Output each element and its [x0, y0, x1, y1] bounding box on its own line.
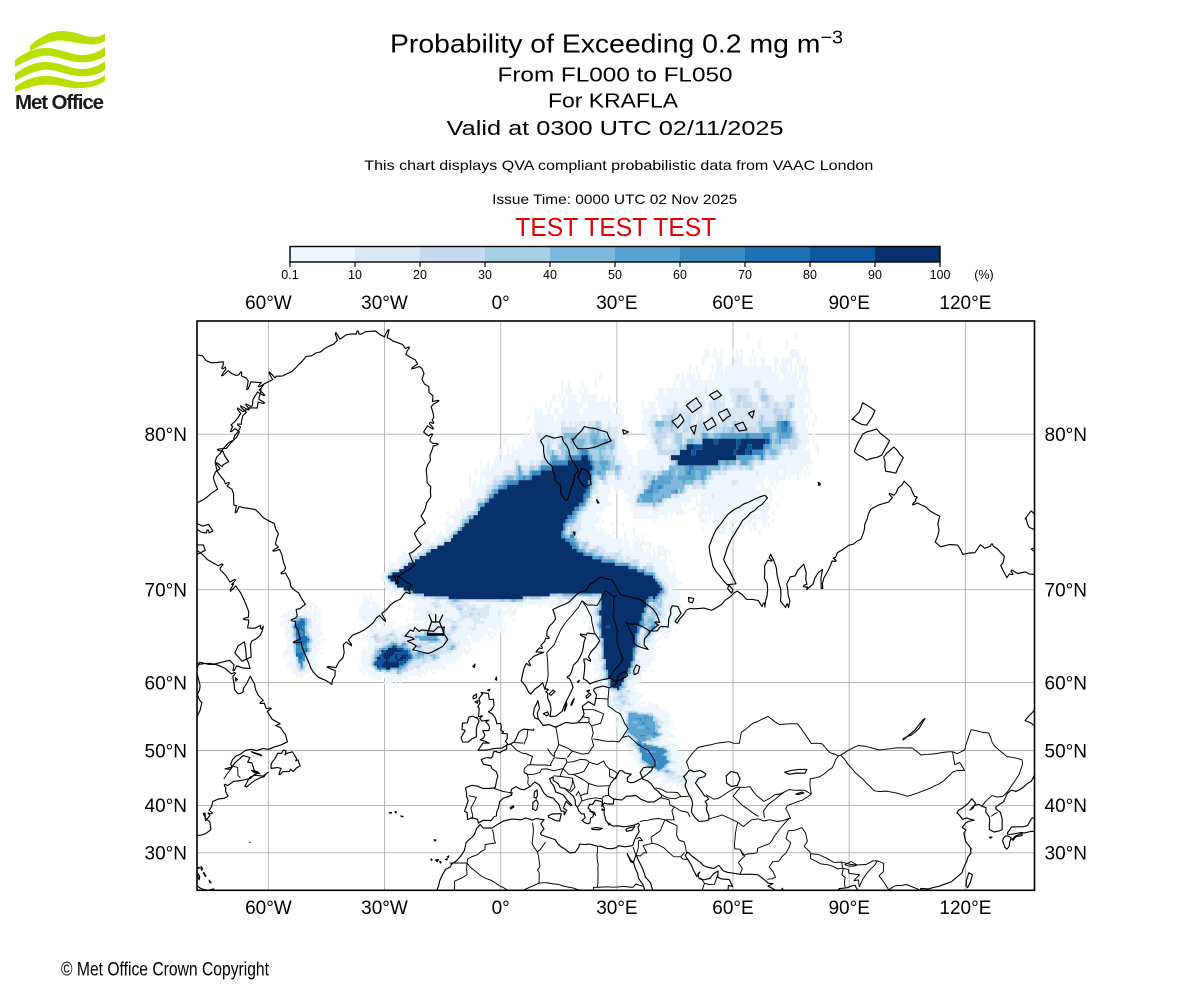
svg-text:100: 100 [930, 268, 951, 282]
svg-text:80°N: 80°N [1045, 425, 1087, 446]
svg-text:60°W: 60°W [245, 898, 292, 919]
svg-text:30°N: 30°N [145, 844, 187, 865]
svg-text:70°N: 70°N [1045, 581, 1087, 602]
svg-text:60°E: 60°E [712, 898, 753, 919]
svg-text:© Met Office Crown Copyright: © Met Office Crown Copyright [61, 960, 270, 981]
svg-text:70°N: 70°N [145, 581, 187, 602]
svg-text:30°E: 30°E [596, 898, 637, 919]
svg-text:120°E: 120°E [939, 293, 991, 314]
svg-text:80°N: 80°N [145, 425, 187, 446]
svg-text:30°W: 30°W [361, 898, 408, 919]
svg-text:80: 80 [803, 268, 817, 282]
svg-text:From FL000 to FL050: From FL000 to FL050 [498, 65, 733, 87]
svg-text:90°E: 90°E [828, 898, 869, 919]
svg-text:(%): (%) [974, 268, 993, 282]
svg-text:Met Office: Met Office [15, 91, 104, 114]
svg-text:40°N: 40°N [1045, 796, 1087, 817]
svg-text:50: 50 [608, 268, 622, 282]
svg-text:40: 40 [543, 268, 557, 282]
svg-text:50°N: 50°N [145, 741, 187, 762]
svg-text:120°E: 120°E [939, 898, 991, 919]
svg-text:TEST TEST TEST: TEST TEST TEST [515, 212, 716, 242]
svg-text:10: 10 [348, 268, 362, 282]
svg-text:0°: 0° [492, 293, 510, 314]
svg-text:30°W: 30°W [361, 293, 408, 314]
svg-text:30°N: 30°N [1045, 844, 1087, 865]
svg-text:90°E: 90°E [828, 293, 869, 314]
svg-text:Probability of Exceeding 0.2 m: Probability of Exceeding 0.2 mg m −3 [390, 28, 843, 59]
svg-text:70: 70 [738, 268, 752, 282]
svg-text:20: 20 [413, 268, 427, 282]
svg-text:30: 30 [478, 268, 492, 282]
svg-text:50°N: 50°N [1045, 741, 1087, 762]
svg-text:0°: 0° [492, 898, 510, 919]
svg-text:60: 60 [673, 268, 687, 282]
svg-text:60°E: 60°E [712, 293, 753, 314]
svg-text:30°E: 30°E [596, 293, 637, 314]
svg-text:60°N: 60°N [1045, 673, 1087, 694]
svg-text:40°N: 40°N [145, 796, 187, 817]
svg-text:This chart displays QVA compli: This chart displays QVA compliant probab… [364, 157, 873, 173]
svg-text:60°N: 60°N [145, 673, 187, 694]
svg-text:90: 90 [868, 268, 882, 282]
svg-text:0.1: 0.1 [281, 268, 298, 282]
svg-text:Issue Time: 0000 UTC 02 Nov 20: Issue Time: 0000 UTC 02 Nov 2025 [492, 191, 737, 207]
svg-text:60°W: 60°W [245, 293, 292, 314]
svg-text:Valid at 0300 UTC 02/11/2025: Valid at 0300 UTC 02/11/2025 [447, 118, 784, 140]
svg-text:For KRAFLA: For KRAFLA [548, 91, 679, 113]
